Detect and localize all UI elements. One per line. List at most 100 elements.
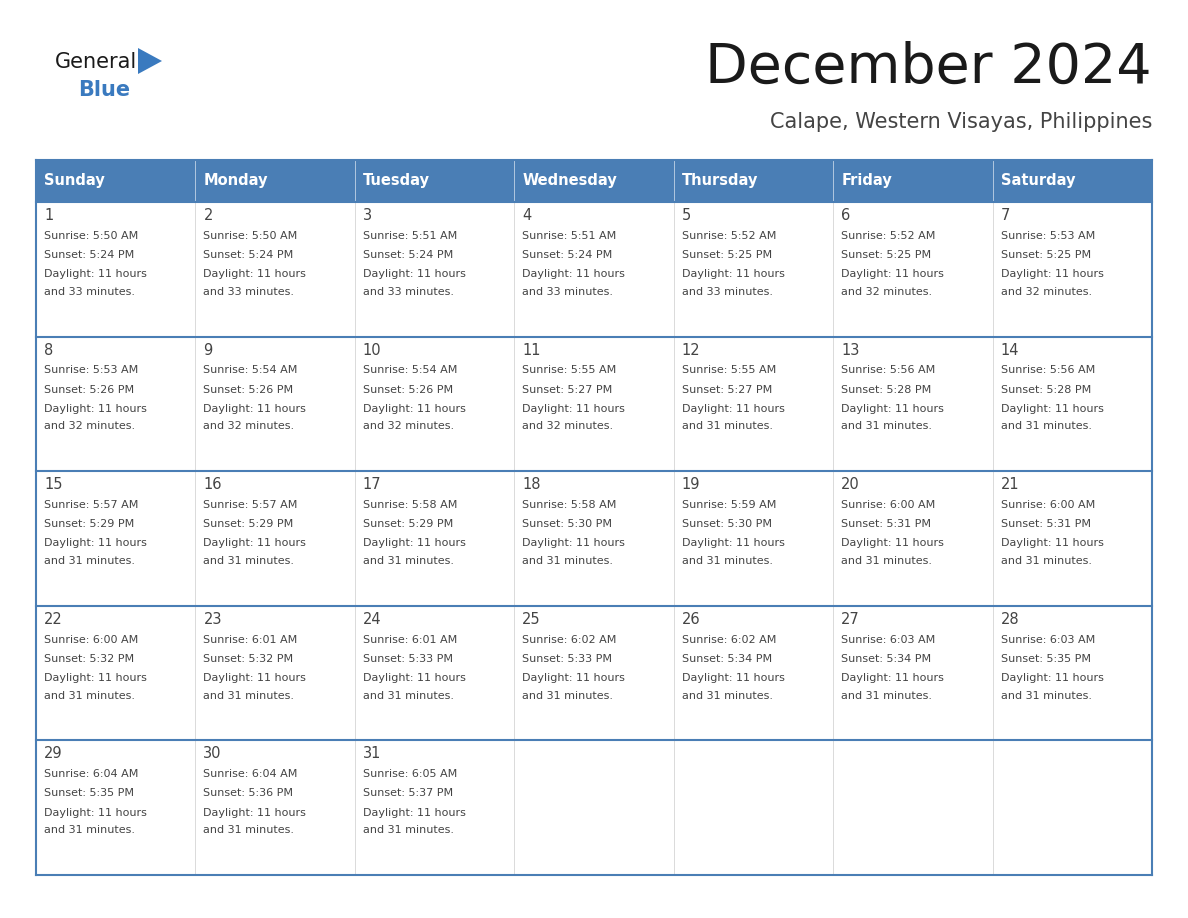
Polygon shape [138,48,162,74]
Bar [674,741,833,875]
Text: Sunset: 5:28 PM: Sunset: 5:28 PM [841,385,931,395]
Text: Sunset: 5:28 PM: Sunset: 5:28 PM [1000,385,1091,395]
Text: Daylight: 11 hours: Daylight: 11 hours [523,404,625,414]
Text: and 32 minutes.: and 32 minutes. [44,421,135,431]
Text: Daylight: 11 hours: Daylight: 11 hours [362,539,466,548]
Bar [514,471,674,606]
Text: 28: 28 [1000,611,1019,627]
Text: Tuesday: Tuesday [362,174,430,188]
Text: 24: 24 [362,611,381,627]
Text: Sunset: 5:26 PM: Sunset: 5:26 PM [44,385,134,395]
Text: and 31 minutes.: and 31 minutes. [682,421,772,431]
Text: and 31 minutes.: and 31 minutes. [362,556,454,566]
Text: Daylight: 11 hours: Daylight: 11 hours [203,404,307,414]
Text: Sunrise: 6:04 AM: Sunrise: 6:04 AM [44,769,138,779]
Text: 6: 6 [841,208,851,223]
Text: Daylight: 11 hours: Daylight: 11 hours [44,269,147,279]
Text: Sunset: 5:26 PM: Sunset: 5:26 PM [203,385,293,395]
Text: and 31 minutes.: and 31 minutes. [44,825,135,835]
Bar [514,606,674,741]
Text: 10: 10 [362,342,381,358]
Bar [36,160,196,202]
Text: Sunset: 5:27 PM: Sunset: 5:27 PM [682,385,772,395]
Text: Sunset: 5:25 PM: Sunset: 5:25 PM [841,250,931,260]
Text: and 31 minutes.: and 31 minutes. [1000,690,1092,700]
Text: Daylight: 11 hours: Daylight: 11 hours [1000,404,1104,414]
Text: 30: 30 [203,746,222,761]
Text: Sunset: 5:33 PM: Sunset: 5:33 PM [362,654,453,664]
Text: General: General [55,52,138,72]
Text: and 33 minutes.: and 33 minutes. [523,286,613,297]
Text: 7: 7 [1000,208,1010,223]
Text: and 31 minutes.: and 31 minutes. [44,556,135,566]
Bar [514,741,674,875]
Text: Daylight: 11 hours: Daylight: 11 hours [203,808,307,818]
Bar [196,471,355,606]
Text: Sunset: 5:35 PM: Sunset: 5:35 PM [44,789,134,799]
Bar [833,471,992,606]
Text: and 31 minutes.: and 31 minutes. [362,825,454,835]
Text: Sunset: 5:26 PM: Sunset: 5:26 PM [362,385,453,395]
Text: Daylight: 11 hours: Daylight: 11 hours [1000,673,1104,683]
Text: Daylight: 11 hours: Daylight: 11 hours [523,673,625,683]
Text: December 2024: December 2024 [706,41,1152,95]
Text: Sunset: 5:29 PM: Sunset: 5:29 PM [362,520,453,529]
Bar [355,471,514,606]
Text: Daylight: 11 hours: Daylight: 11 hours [682,404,784,414]
Text: Sunset: 5:24 PM: Sunset: 5:24 PM [203,250,293,260]
Text: 5: 5 [682,208,691,223]
Text: Calape, Western Visayas, Philippines: Calape, Western Visayas, Philippines [770,112,1152,132]
Text: Wednesday: Wednesday [523,174,617,188]
Text: Sunset: 5:31 PM: Sunset: 5:31 PM [841,520,931,529]
Text: Daylight: 11 hours: Daylight: 11 hours [44,404,147,414]
Text: Saturday: Saturday [1000,174,1075,188]
Text: Daylight: 11 hours: Daylight: 11 hours [203,673,307,683]
Text: Blue: Blue [78,80,131,100]
Text: and 31 minutes.: and 31 minutes. [362,690,454,700]
Text: Sunset: 5:24 PM: Sunset: 5:24 PM [523,250,613,260]
Text: Sunset: 5:34 PM: Sunset: 5:34 PM [841,654,931,664]
Text: and 31 minutes.: and 31 minutes. [523,556,613,566]
Bar [355,606,514,741]
Text: and 31 minutes.: and 31 minutes. [203,556,295,566]
Text: Daylight: 11 hours: Daylight: 11 hours [1000,269,1104,279]
Text: Sunrise: 5:58 AM: Sunrise: 5:58 AM [523,500,617,510]
Bar [992,160,1152,202]
Bar [992,202,1152,337]
Text: Sunrise: 5:54 AM: Sunrise: 5:54 AM [362,365,457,375]
Text: Daylight: 11 hours: Daylight: 11 hours [44,539,147,548]
Text: Daylight: 11 hours: Daylight: 11 hours [44,808,147,818]
Text: 18: 18 [523,477,541,492]
Text: Daylight: 11 hours: Daylight: 11 hours [44,673,147,683]
Text: and 33 minutes.: and 33 minutes. [362,286,454,297]
Text: and 31 minutes.: and 31 minutes. [682,556,772,566]
Text: and 31 minutes.: and 31 minutes. [203,825,295,835]
Text: 4: 4 [523,208,531,223]
Text: Sunrise: 5:50 AM: Sunrise: 5:50 AM [44,230,138,241]
Bar [514,337,674,471]
Text: and 31 minutes.: and 31 minutes. [841,421,933,431]
Text: 29: 29 [44,746,63,761]
Text: Sunset: 5:29 PM: Sunset: 5:29 PM [44,520,134,529]
Text: 25: 25 [523,611,541,627]
Bar [196,337,355,471]
Bar [833,741,992,875]
Bar [514,160,674,202]
Text: Sunset: 5:33 PM: Sunset: 5:33 PM [523,654,612,664]
Text: Daylight: 11 hours: Daylight: 11 hours [682,269,784,279]
Text: Sunrise: 6:05 AM: Sunrise: 6:05 AM [362,769,457,779]
Text: Daylight: 11 hours: Daylight: 11 hours [362,808,466,818]
Text: Sunrise: 5:56 AM: Sunrise: 5:56 AM [841,365,935,375]
Text: Daylight: 11 hours: Daylight: 11 hours [682,673,784,683]
Text: Sunrise: 5:55 AM: Sunrise: 5:55 AM [523,365,617,375]
Text: Daylight: 11 hours: Daylight: 11 hours [841,269,944,279]
Text: 1: 1 [44,208,53,223]
Text: and 32 minutes.: and 32 minutes. [523,421,613,431]
Text: Sunrise: 5:56 AM: Sunrise: 5:56 AM [1000,365,1095,375]
Bar [355,741,514,875]
Text: Daylight: 11 hours: Daylight: 11 hours [523,539,625,548]
Bar [674,337,833,471]
Text: Sunset: 5:27 PM: Sunset: 5:27 PM [523,385,613,395]
Text: Sunrise: 5:53 AM: Sunrise: 5:53 AM [44,365,138,375]
Text: and 33 minutes.: and 33 minutes. [44,286,135,297]
